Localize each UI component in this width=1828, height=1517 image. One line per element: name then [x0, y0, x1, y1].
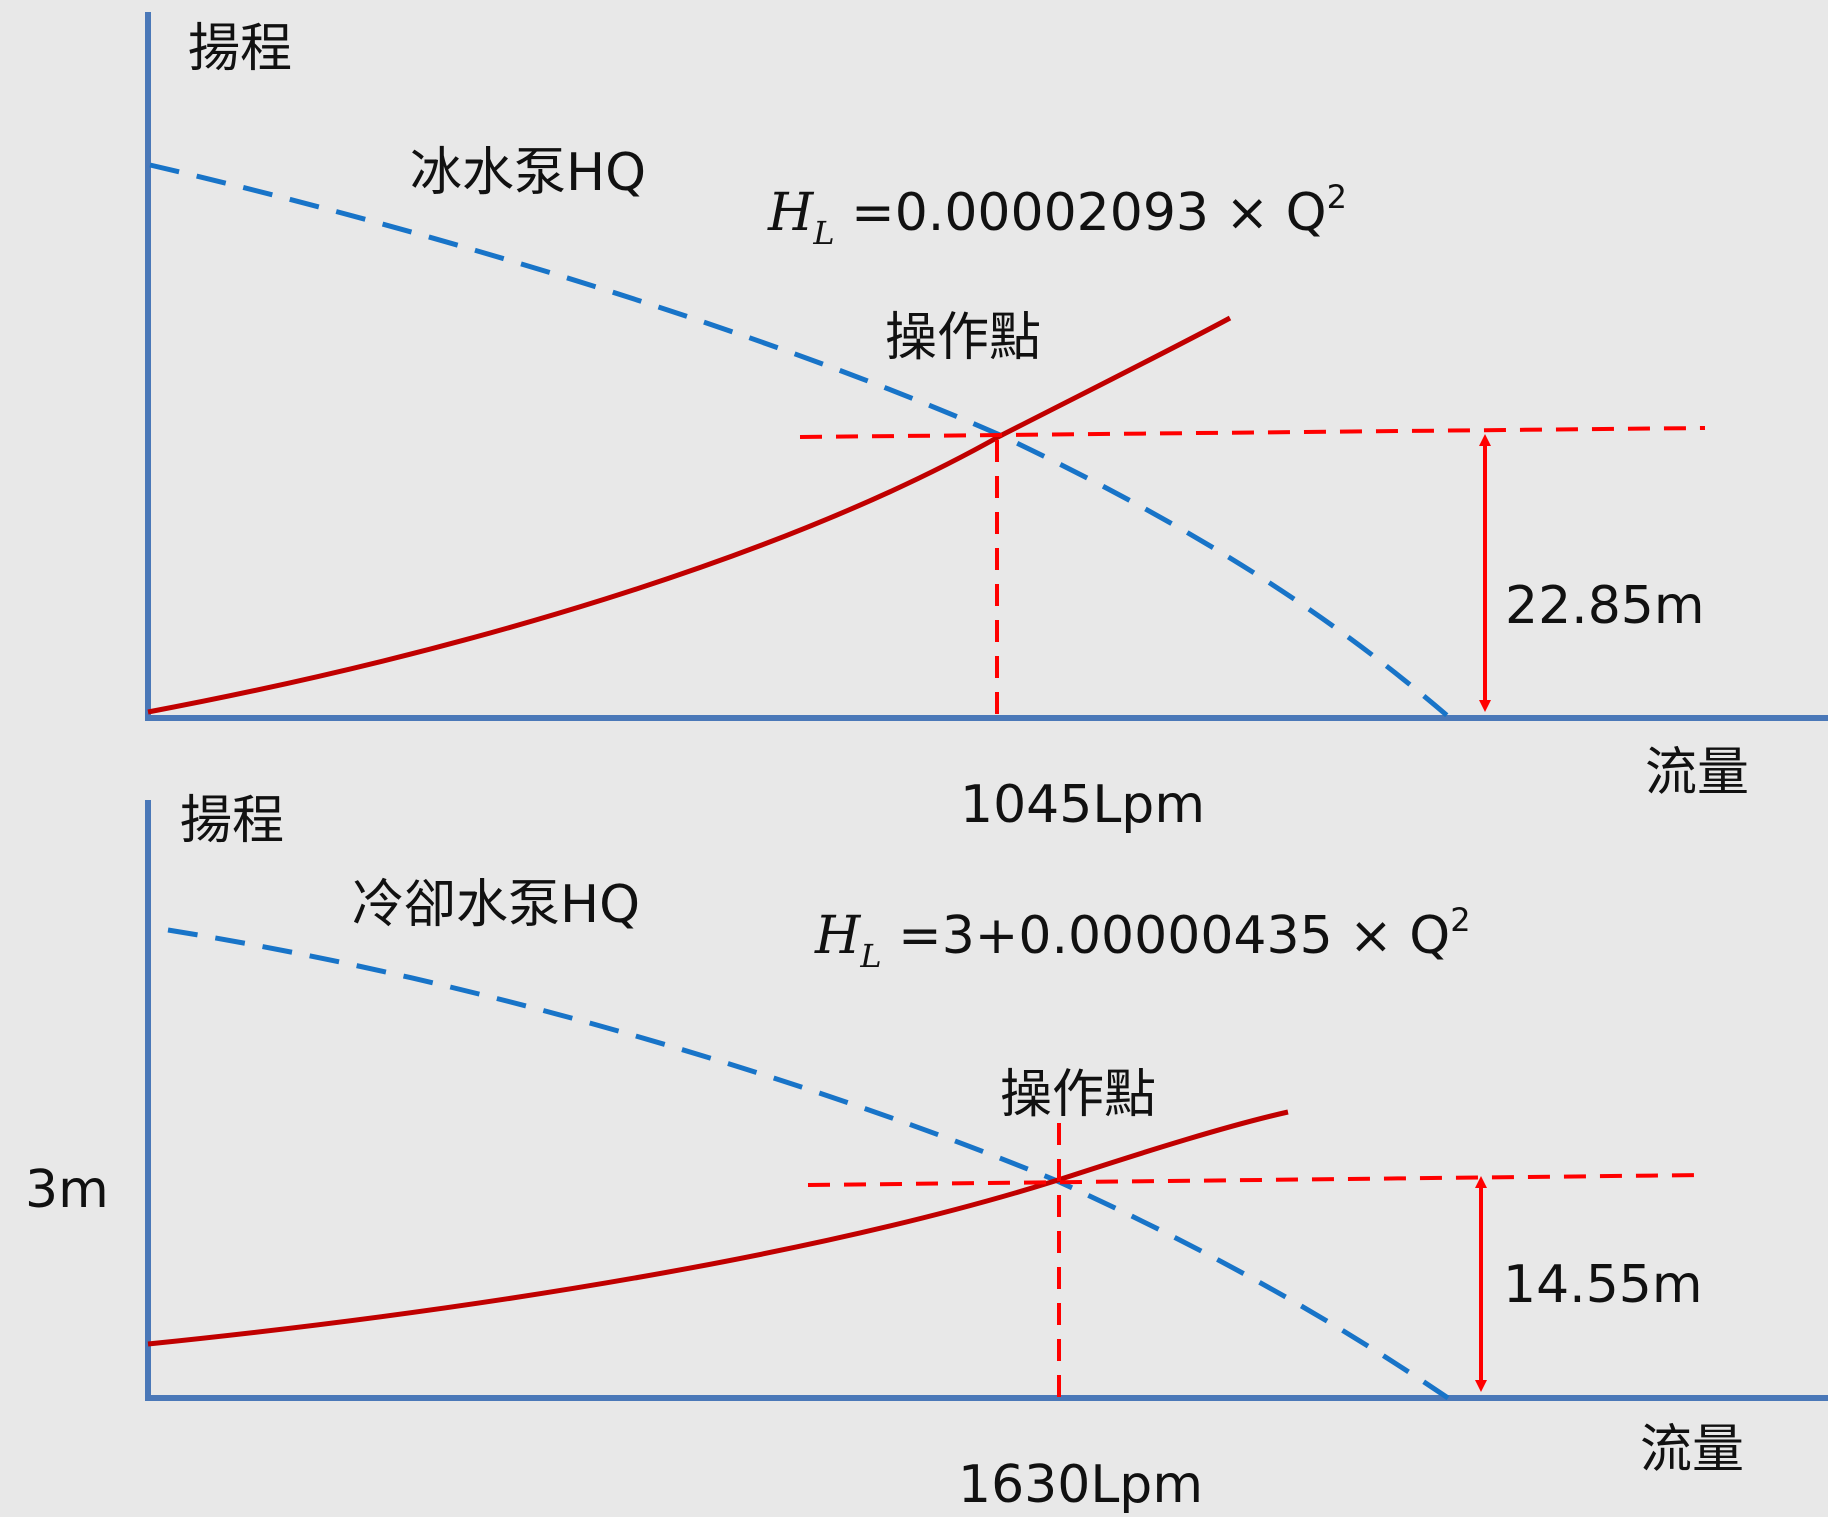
- equation-lhs: H: [814, 906, 862, 966]
- flow-value-label: 1630Lpm: [958, 1455, 1203, 1513]
- equation-superscript: 2: [1327, 178, 1347, 216]
- operating-point-label: 操作點: [1000, 1065, 1156, 1125]
- operating-point-label: 操作點: [885, 308, 1041, 368]
- operating-head-guide: [799, 426, 1706, 439]
- operating-head-guide: [807, 1173, 1706, 1187]
- flow-value-label: 1045Lpm: [960, 775, 1205, 835]
- equation-subscript: L: [812, 214, 834, 252]
- equation-subscript: L: [859, 937, 881, 975]
- panel-chilled-water-pump: 揚程 流量 冰水泵HQ 操作點 HL =0.00002093 × Q2 22.8…: [145, 12, 1828, 835]
- y-axis-label: 揚程: [188, 19, 292, 79]
- x-axis-label: 流量: [1645, 743, 1749, 803]
- y-axis-label: 揚程: [180, 791, 284, 851]
- pump-curve-label: 冷卻水泵HQ: [352, 875, 640, 935]
- panel-cooling-water-pump: 揚程 流量 冷卻水泵HQ 操作點 HL =3+0.00000435 × Q2 1…: [25, 791, 1828, 1515]
- equation-superscript: 2: [1450, 901, 1470, 939]
- x-axis-label: 流量: [1640, 1420, 1744, 1480]
- system-curve: [147, 315, 1232, 715]
- system-curve-equation: HL =0.00002093 × Q2: [767, 178, 1347, 252]
- system-curve: [147, 1109, 1289, 1347]
- equation-lhs: H: [767, 183, 815, 243]
- head-value-label: 14.55m: [1503, 1255, 1703, 1315]
- equation-rhs: =3+0.00000435 × Q: [882, 906, 1451, 966]
- head-value-label: 22.85m: [1505, 576, 1705, 636]
- pump-curve-label: 冰水泵HQ: [410, 143, 646, 203]
- equation-rhs: =0.00002093 × Q: [835, 183, 1327, 243]
- static-head-label: 3m: [25, 1160, 109, 1220]
- system-curve-equation: HL =3+0.00000435 × Q2: [814, 901, 1471, 975]
- pump-hq-curve: [149, 162, 1452, 720]
- pump-hq-curve: [167, 927, 1450, 1401]
